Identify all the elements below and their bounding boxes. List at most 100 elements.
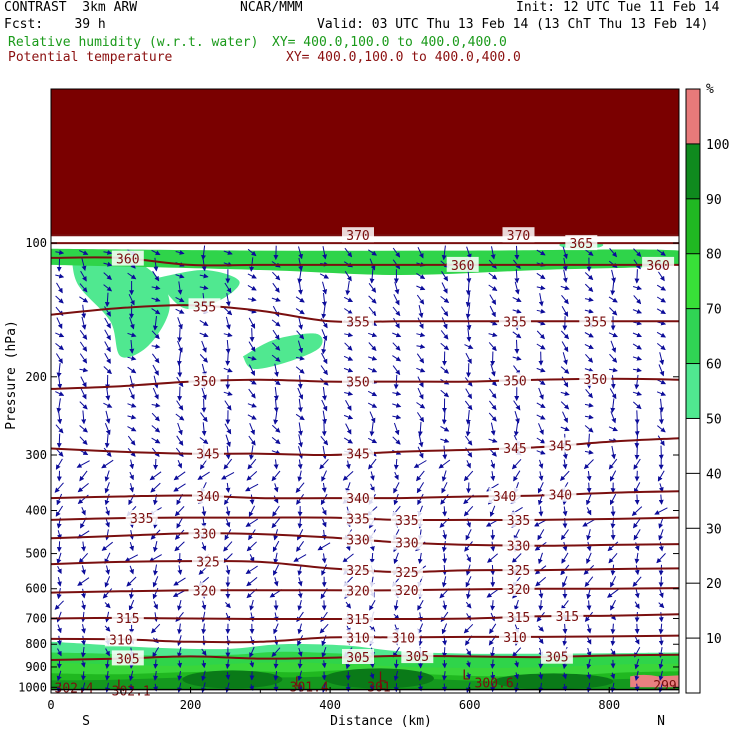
wind-vector [633,529,641,541]
theta-label-bg [401,648,434,664]
colorbar-unit: % [706,82,714,97]
theta-label-320: 320 [193,584,216,599]
theta-label-340: 340 [346,492,369,507]
wind-vector [273,552,279,565]
wind-vector [343,414,354,420]
wind-vector [297,340,304,354]
wind-vector [105,410,111,424]
wind-vector [177,682,183,693]
wind-vector [224,400,232,411]
field2-xy: XY= 400.0,100.0 to 400.0,400.0 [286,50,521,65]
wind-vector [201,635,207,646]
wind-vector [201,660,207,669]
wind-vector [296,330,305,340]
wind-vector [465,292,471,308]
theta-label-330: 330 [346,534,369,549]
theta-label-370: 370 [507,229,530,244]
wind-vector [537,482,544,494]
theta-label-bg [390,563,423,579]
wind-vector [247,402,257,408]
wind-vector [177,327,183,343]
theta-label-bg [499,628,531,644]
wind-vector [321,329,328,341]
theta-label-345: 345 [196,448,219,463]
theta-label-bg [192,488,224,504]
wind-vector [320,435,329,446]
theta-label-325: 325 [196,555,219,570]
wind-vector [177,599,182,611]
wind-vector [466,648,472,656]
wind-vector [438,459,451,469]
x-axis-label: Distance (km) [330,714,432,729]
wind-vector [81,565,86,575]
wind-vector [416,367,426,373]
theta-label-bg [192,553,224,569]
theta-label-bg [488,488,521,503]
wind-vector [561,305,569,317]
wind-vector [463,470,474,482]
wind-vector [80,682,86,693]
wind-vector [514,339,520,354]
wind-vector [343,296,354,303]
wind-vector [658,364,665,377]
wind-vector [224,529,232,541]
wind-vector [56,552,62,565]
wind-vector [465,601,472,609]
wind-vector [127,355,137,361]
theta-label-bg [390,511,423,527]
colorbar-tick-label: 90 [706,193,722,208]
wind-vector [464,541,473,552]
wind-vector [632,343,642,350]
wind-vector [344,342,353,351]
wind-vector [55,249,65,255]
wind-vector [586,587,592,600]
wind-vector [634,410,640,425]
wind-vector [81,624,86,634]
wind-vector [201,542,207,551]
x-axis-north-label: N [657,714,665,729]
x-tick-label: 200 [180,698,202,712]
wind-vector [440,611,449,623]
wind-vector [201,422,207,437]
wind-vector [562,576,568,588]
wind-vector [79,353,88,364]
wind-vector [249,494,255,505]
wind-vector [297,470,303,482]
wind-vector [173,483,186,492]
wind-vector [513,400,521,411]
theta-label-320: 320 [507,583,530,598]
wind-vector [562,269,568,284]
wind-vector [416,332,426,338]
wind-vector [173,471,186,481]
wind-vector [416,402,426,409]
wind-vector [656,249,666,256]
wind-vector [632,391,642,396]
wind-vector [632,320,643,326]
wind-vector [104,611,110,623]
wind-vector [394,471,399,481]
y-tick-label: 300 [25,448,47,462]
wind-vector [369,672,375,680]
wind-vector [124,554,139,562]
wind-vector [536,285,546,291]
wind-vector [538,293,544,307]
wind-vector [345,601,352,609]
wind-vector [56,611,62,623]
wind-vector [273,483,279,493]
wind-vector [201,600,207,611]
surface-theta-label: 299 [653,679,676,694]
wind-vector [654,507,668,515]
wind-vector [536,330,545,340]
wind-vector [201,340,207,353]
wind-vector [465,660,471,668]
wind-vector [490,647,496,658]
x-tick-label: 600 [459,698,481,712]
wind-vector [344,247,353,258]
wind-vector [393,317,400,329]
org-label: NCAR/MMM [240,0,303,15]
wind-vector [368,283,377,293]
wind-vector [632,309,642,314]
wind-vector [657,435,665,447]
wind-vector [177,671,183,681]
colorbar-tick-label: 70 [706,303,722,318]
